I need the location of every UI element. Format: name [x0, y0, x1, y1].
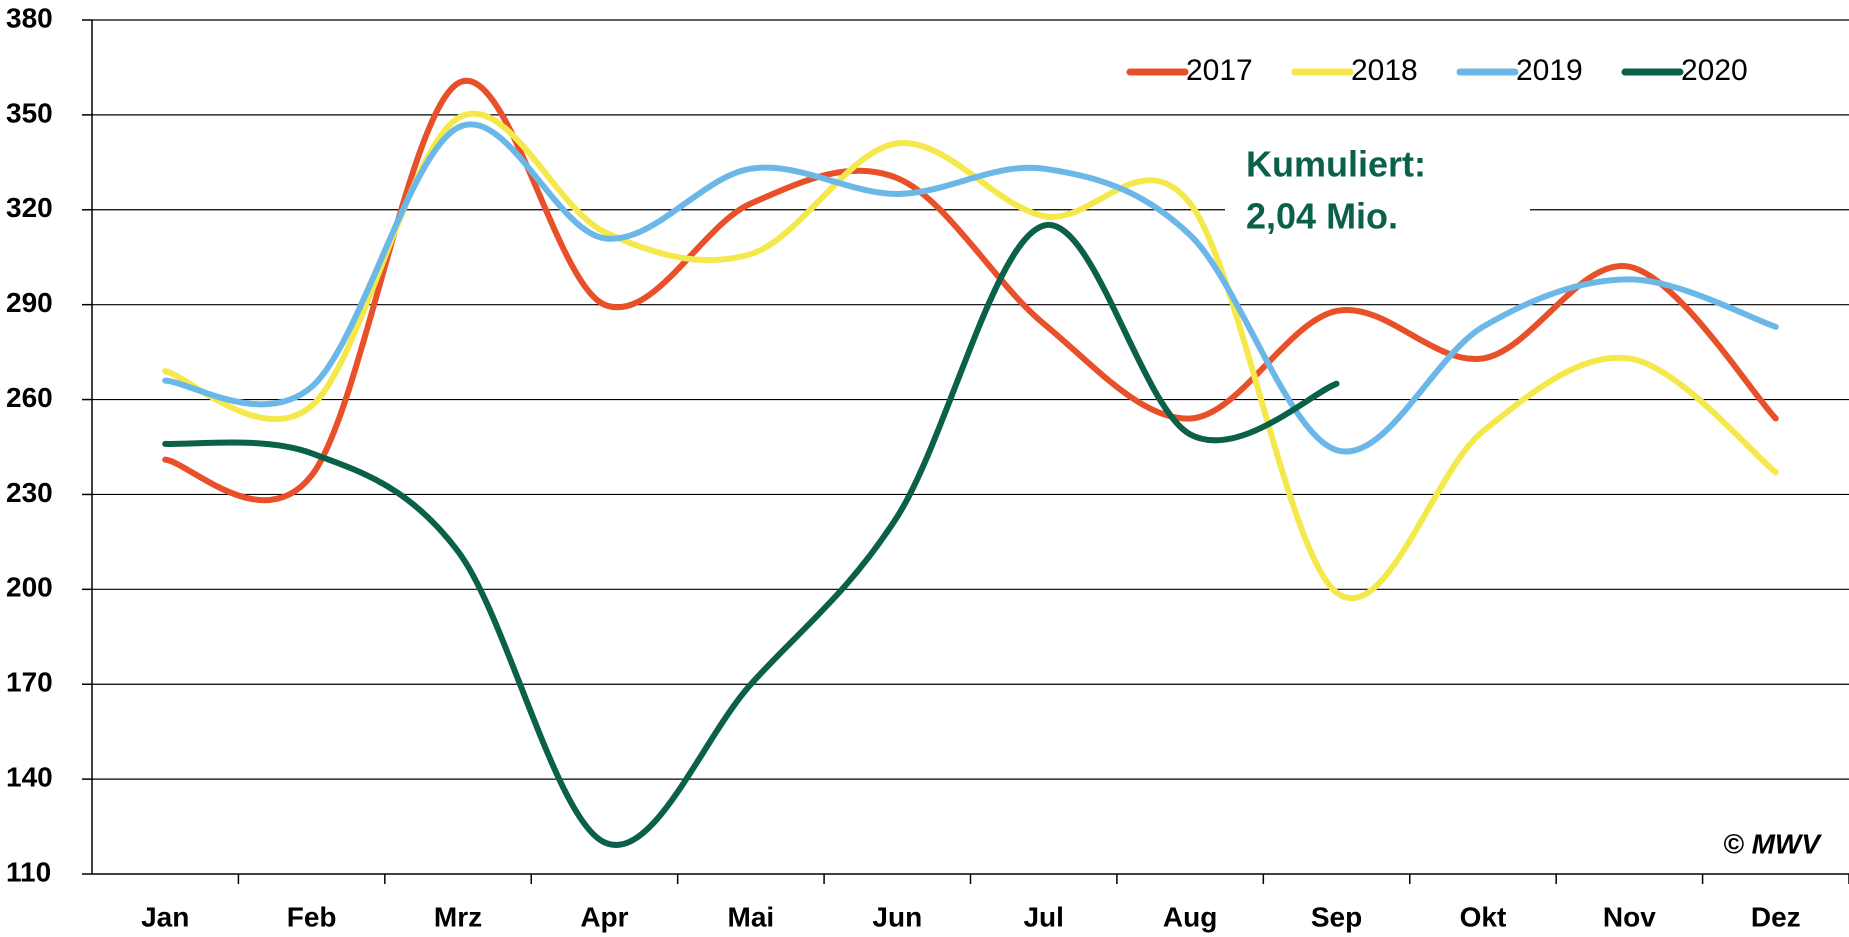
- series-line: [162, 77, 1779, 504]
- annotation-background: [1225, 140, 1530, 250]
- series-line: [162, 222, 1340, 848]
- x-tick-label: Mrz: [434, 901, 482, 932]
- y-tick-label: 350: [6, 97, 53, 128]
- y-tick-label: 380: [6, 2, 53, 33]
- x-tick-label: Dez: [1751, 901, 1801, 932]
- y-tick-label: 260: [6, 382, 53, 413]
- x-tick-label: Apr: [580, 901, 628, 932]
- series-line: [162, 121, 1779, 455]
- y-tick-label: 200: [6, 572, 53, 603]
- x-tick-label: Okt: [1460, 901, 1507, 932]
- series-line: [162, 110, 1779, 602]
- x-tick-label: Jun: [872, 901, 922, 932]
- y-tick-label: 110: [6, 856, 51, 887]
- y-tick-label: 290: [6, 287, 53, 318]
- grid: [82, 19, 1849, 884]
- x-tick-label: Sep: [1311, 901, 1362, 932]
- legend-label: 2020: [1681, 54, 1748, 87]
- x-tick-label: Jan: [141, 901, 189, 932]
- annotation: 2,04 Mio.: [1246, 196, 1398, 237]
- x-tick-label: Jul: [1023, 901, 1063, 932]
- y-tick-label: 140: [6, 762, 53, 793]
- lines: [162, 77, 1779, 848]
- y-tick-label: 170: [6, 667, 53, 698]
- x-tick-label: Nov: [1603, 901, 1656, 932]
- annotation: Kumuliert:: [1246, 144, 1426, 185]
- x-tick-label: Feb: [287, 901, 337, 932]
- legend-label: 2017: [1186, 54, 1253, 87]
- y-tick-label: 230: [6, 477, 53, 508]
- x-tick-label: Aug: [1163, 901, 1217, 932]
- x-tick-label: Mai: [728, 901, 775, 932]
- legend-label: 2019: [1516, 54, 1583, 87]
- legend-label: 2018: [1351, 54, 1418, 87]
- copyright: © MWV: [1723, 828, 1822, 859]
- y-tick-label: 320: [6, 192, 53, 223]
